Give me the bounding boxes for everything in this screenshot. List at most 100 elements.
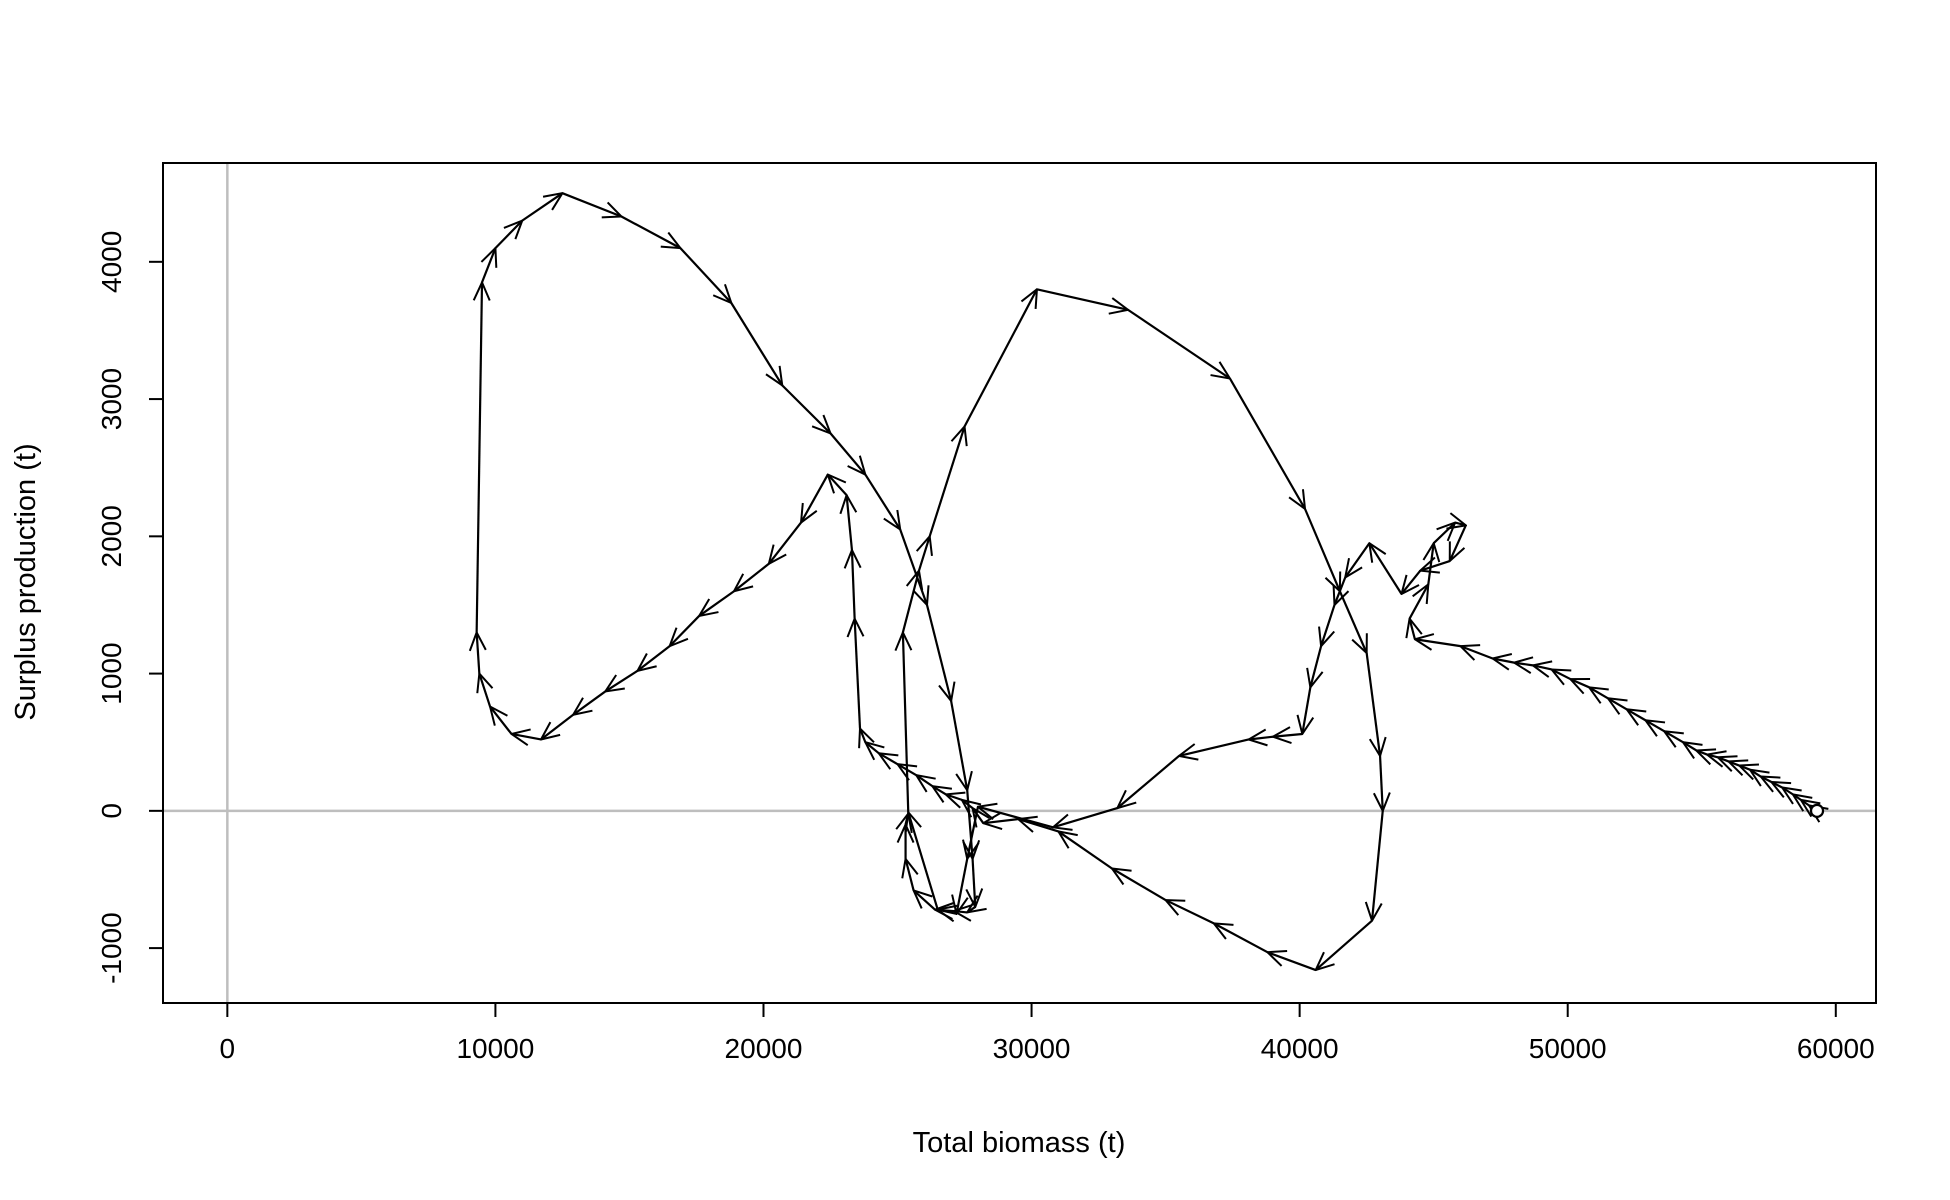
trajectory-arrow: [781, 384, 830, 433]
trajectory-arrow: [699, 590, 735, 616]
trajectory-arrow: [1166, 900, 1215, 925]
trajectory-arrow: [957, 858, 968, 914]
trajectory-arrow: [928, 427, 965, 537]
x-tick-label: 20000: [725, 1033, 803, 1064]
trajectory-arrow: [637, 645, 671, 671]
trajectory-arrow: [482, 248, 495, 283]
trajectory-arrow: [1627, 709, 1646, 720]
trajectory-arrow: [828, 475, 848, 496]
trajectory-arrow: [477, 282, 482, 633]
y-tick-label: -1000: [96, 912, 127, 984]
trajectory-arrow: [1316, 919, 1373, 970]
y-axis: -1000 0 1000 2000 3000 4000: [96, 231, 164, 984]
trajectory-arrow: [916, 775, 932, 786]
trajectory-arrow: [1718, 757, 1729, 761]
trajectory-arrow: [1303, 508, 1340, 591]
trajectory-arrow: [1179, 738, 1249, 755]
trajectory-arrow: [847, 495, 852, 551]
trajectory-arrow: [1058, 831, 1113, 870]
trajectory-arrow: [679, 247, 731, 303]
trajectory-arrow: [967, 907, 975, 912]
trajectory-arrow: [855, 619, 860, 729]
start-point-marker: [1809, 803, 1825, 818]
trajectory-arrow: [1782, 788, 1793, 795]
trajectory-arrow: [1249, 737, 1273, 740]
trajectory-arrow: [1410, 619, 1415, 640]
reference-lines: [163, 163, 1876, 1003]
trajectory-arrow: [730, 302, 782, 385]
x-axis-title: Total biomass (t): [913, 1127, 1126, 1159]
trajectory-arrow: [906, 814, 909, 825]
trajectory-arrow: [860, 728, 865, 742]
trajectory-arrow: [494, 221, 522, 249]
x-tick-label: 50000: [1529, 1033, 1607, 1064]
trajectory-arrow: [1273, 734, 1303, 737]
trajectory-arrow: [906, 859, 914, 891]
x-axis: 0 10000 20000 30000 40000 50000 60000: [220, 1002, 1875, 1064]
trajectory-arrow: [865, 742, 878, 753]
trajectory-arrow: [954, 911, 967, 912]
trajectory-arrow: [1321, 604, 1336, 646]
trajectory-arrow: [1345, 542, 1371, 577]
trajectory-arrow: [1683, 742, 1696, 750]
trajectory-arrow: [1570, 679, 1589, 687]
trajectory-arrow: [950, 700, 967, 790]
trajectory-arrow: [1267, 952, 1317, 972]
trajectory-arrow: [829, 432, 866, 474]
trajectory-arrow: [1696, 750, 1707, 754]
trajectory-arrow: [1450, 524, 1467, 561]
trajectory-arrow: [1793, 794, 1801, 799]
trajectory-arrow: [963, 289, 1037, 428]
trajectory-arrow: [1018, 819, 1059, 831]
trajectory-arrow: [973, 858, 976, 907]
trajectory-arrow: [932, 786, 945, 794]
y-tick-label: 0: [96, 803, 127, 819]
trajectory-arrow: [479, 674, 490, 707]
trajectory-arrow: [1420, 561, 1451, 571]
x-tick-label: 30000: [993, 1033, 1071, 1064]
trajectory-arrow: [1432, 523, 1455, 544]
trajectory-arrow: [1117, 755, 1180, 808]
trajectory-series: [477, 192, 1215, 925]
trajectory-arrow: [1053, 807, 1118, 827]
trajectory-arrow: [919, 536, 930, 571]
trajectory-arrow: [914, 890, 936, 911]
trajectory-arrow: [605, 669, 639, 692]
trajectory-arrow: [1493, 658, 1515, 662]
trajectory-arrow: [1750, 770, 1761, 777]
x-tick-label: 10000: [456, 1033, 534, 1064]
trajectory-arrow: [1380, 755, 1383, 811]
trajectory-arrow: [1127, 308, 1230, 379]
trajectory-arrow: [1645, 720, 1664, 731]
trajectory-arrow: [1372, 810, 1384, 921]
y-axis-title: Surplus production (t): [10, 443, 42, 720]
x-tick-label: 60000: [1797, 1033, 1875, 1064]
trajectory-arrow: [1338, 590, 1367, 653]
trajectory-arrow: [1801, 800, 1809, 805]
trajectory-arrow: [1707, 755, 1718, 758]
trajectory-arrow: [541, 713, 574, 740]
trajectory-arrow: [1664, 731, 1683, 742]
trajectory-arrow: [852, 550, 855, 619]
trajectory-arrow: [562, 192, 621, 216]
trajectory-arrow: [1428, 543, 1433, 585]
trajectory-arrow: [1608, 698, 1627, 709]
trajectory-arrow: [1310, 645, 1321, 687]
trajectory-arrow: [899, 529, 927, 604]
trajectory-arrow: [898, 764, 917, 775]
trajectory-arrow: [1514, 663, 1533, 666]
trajectory-arrow: [1455, 523, 1466, 526]
trajectory-arrow: [477, 632, 480, 674]
trajectory-arrow: [1533, 665, 1552, 669]
trajectory-arrow: [864, 473, 900, 530]
trajectory-arrow: [769, 521, 802, 564]
trajectory-arrow: [908, 812, 939, 910]
trajectory-arrow: [1460, 646, 1494, 658]
trajectory-arrow: [620, 215, 680, 249]
trajectory-arrow: [901, 571, 919, 633]
trajectory-arrow: [670, 615, 700, 646]
plot-frame: [162, 162, 1877, 1004]
trajectory-arrow: [903, 632, 908, 813]
trajectory-arrow: [1365, 652, 1380, 756]
